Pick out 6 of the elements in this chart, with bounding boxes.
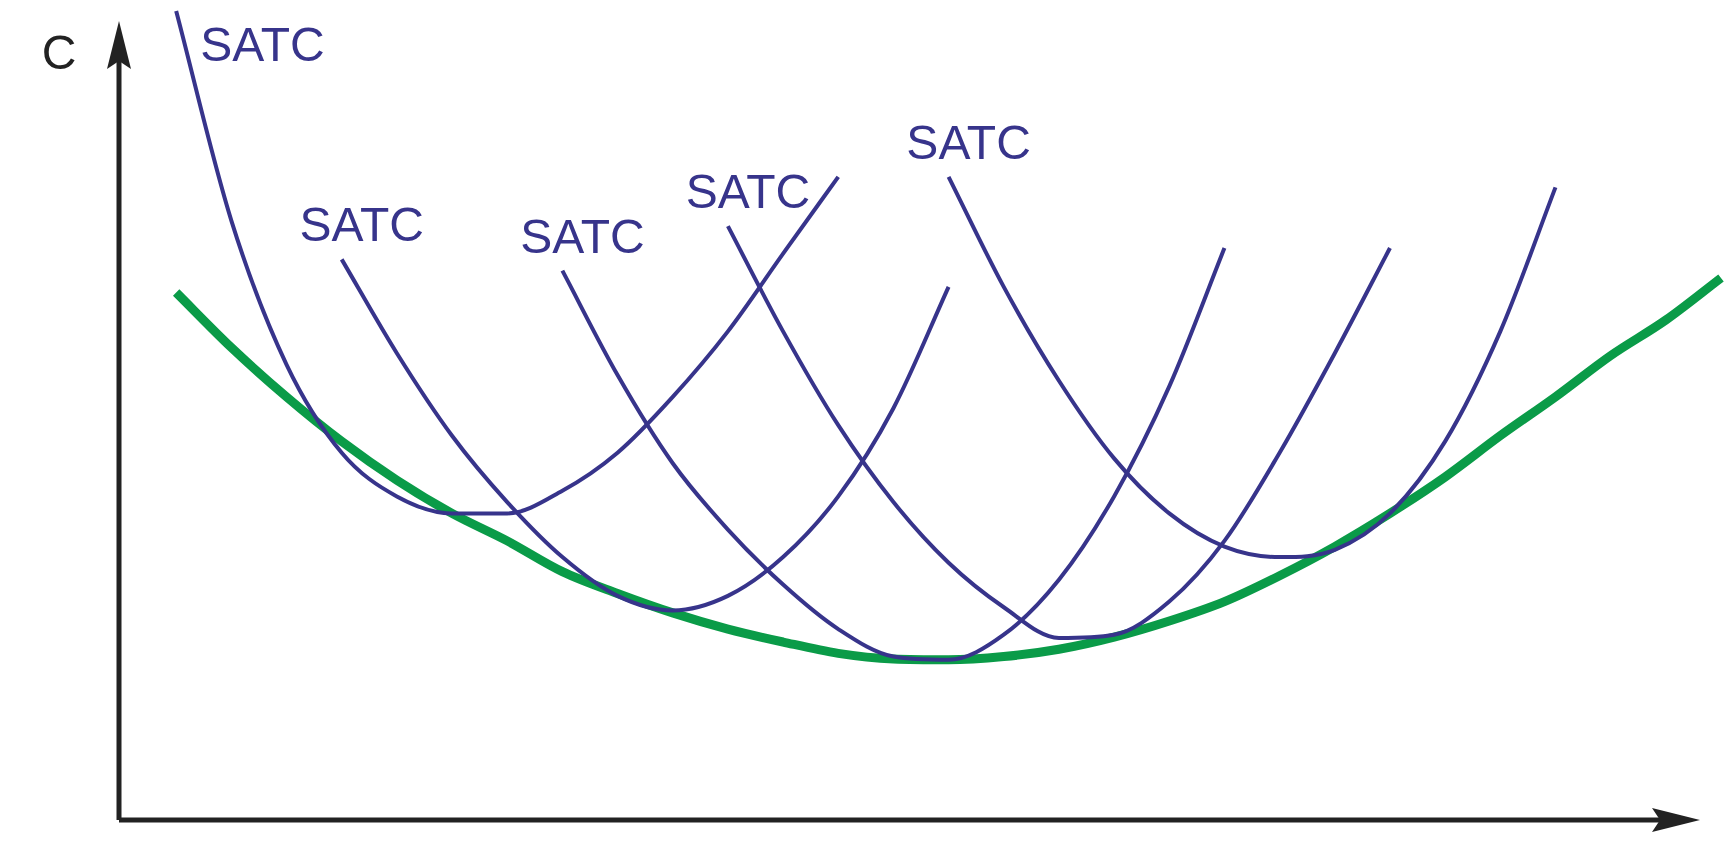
y-axis-title: C (41, 26, 77, 80)
series-label: SATC (200, 18, 325, 71)
series-label: SATC (520, 209, 645, 263)
series-label: SATC (685, 165, 811, 219)
series-label: SATC (299, 198, 424, 252)
series-label: SATC (906, 115, 1031, 169)
